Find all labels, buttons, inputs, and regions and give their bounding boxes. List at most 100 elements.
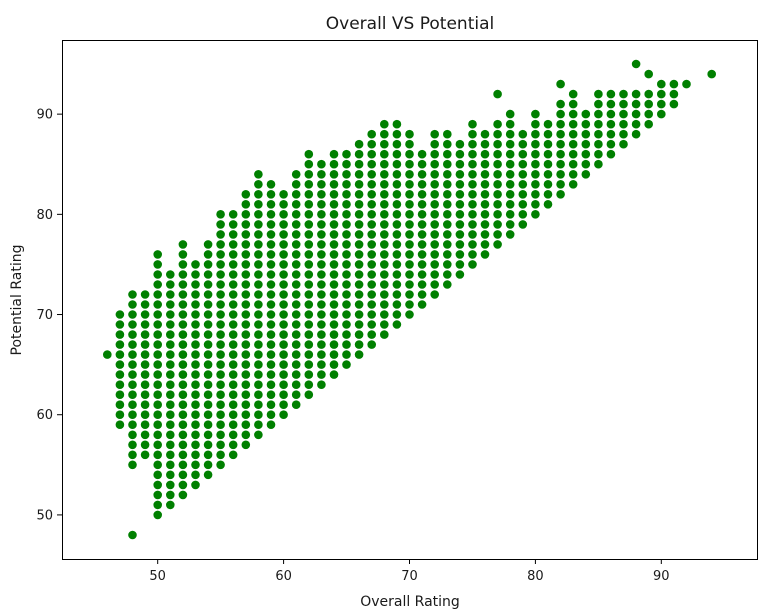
data-point <box>279 340 288 349</box>
data-point <box>166 310 175 319</box>
data-point <box>228 430 238 440</box>
data-point <box>443 260 452 269</box>
data-point <box>417 290 427 299</box>
data-point <box>543 139 553 149</box>
data-point <box>556 159 565 169</box>
data-point <box>493 190 502 199</box>
data-point <box>405 240 414 249</box>
data-point <box>203 340 213 349</box>
data-point <box>380 159 389 169</box>
data-point <box>216 300 225 309</box>
data-point <box>304 310 314 319</box>
data-point <box>128 390 137 400</box>
data-point <box>291 290 301 299</box>
data-point <box>216 250 225 259</box>
data-point <box>228 230 238 239</box>
data-point <box>254 430 263 440</box>
data-point <box>430 170 440 179</box>
data-point <box>304 340 314 349</box>
data-point <box>317 370 326 379</box>
data-point <box>317 350 326 359</box>
data-point <box>543 180 553 189</box>
data-point <box>367 270 377 279</box>
data-point <box>128 450 137 460</box>
data-point <box>354 320 364 329</box>
data-point <box>493 159 502 169</box>
data-point <box>140 310 150 319</box>
data-point <box>329 320 339 329</box>
data-point <box>568 149 578 159</box>
data-point <box>153 260 162 269</box>
data-point <box>367 310 377 319</box>
data-point <box>468 119 477 129</box>
data-point <box>228 280 238 289</box>
data-point <box>354 300 364 309</box>
data-point <box>166 450 175 460</box>
data-point <box>317 280 326 289</box>
data-point <box>254 190 263 199</box>
data-point <box>191 290 200 299</box>
data-point <box>342 220 351 229</box>
data-point <box>203 240 213 249</box>
data-point <box>203 320 213 329</box>
data-point <box>254 220 263 229</box>
data-point <box>505 230 515 239</box>
data-point <box>581 119 591 129</box>
data-point <box>203 440 213 450</box>
data-point <box>241 320 251 329</box>
data-point <box>531 210 540 219</box>
data-point <box>191 470 200 480</box>
y-axis: 50 60 70 80 90 <box>36 108 62 523</box>
data-point <box>228 260 238 269</box>
data-point <box>430 290 440 299</box>
data-point <box>392 290 402 299</box>
data-point <box>203 290 213 299</box>
data-point <box>191 350 200 359</box>
data-point <box>241 380 251 390</box>
data-point <box>417 170 427 179</box>
data-point <box>317 210 326 219</box>
data-point <box>493 119 502 129</box>
data-point <box>342 280 351 289</box>
data-point <box>568 89 578 99</box>
data-point <box>480 159 490 169</box>
data-point <box>228 210 238 219</box>
data-point <box>279 310 288 319</box>
data-point <box>291 350 301 359</box>
data-point <box>317 159 326 169</box>
data-point <box>115 410 125 420</box>
data-point <box>103 350 112 359</box>
data-point <box>279 280 288 289</box>
data-point <box>291 280 301 289</box>
data-point <box>568 129 578 139</box>
data-point <box>153 370 162 379</box>
data-point <box>317 290 326 299</box>
data-point <box>367 210 377 219</box>
data-point <box>405 139 414 149</box>
data-point <box>329 200 339 209</box>
data-point <box>254 180 263 189</box>
data-point <box>128 360 137 369</box>
data-point <box>329 250 339 259</box>
data-point <box>354 200 364 209</box>
data-point <box>216 380 225 390</box>
x-tick-label: 60 <box>275 569 292 584</box>
data-point <box>581 139 591 149</box>
data-point <box>556 79 565 89</box>
data-point <box>279 400 288 410</box>
data-point <box>619 129 628 139</box>
data-point <box>443 149 452 159</box>
data-point <box>178 290 188 299</box>
data-point <box>203 260 213 269</box>
data-point <box>279 200 288 209</box>
data-point <box>115 370 125 379</box>
y-axis-label: Potential Rating <box>9 245 25 356</box>
data-point <box>291 400 301 410</box>
data-point <box>291 300 301 309</box>
data-point <box>153 290 162 299</box>
data-point <box>556 99 565 109</box>
data-point <box>443 180 452 189</box>
data-point <box>241 230 251 239</box>
data-point <box>254 350 263 359</box>
data-point <box>531 200 540 209</box>
